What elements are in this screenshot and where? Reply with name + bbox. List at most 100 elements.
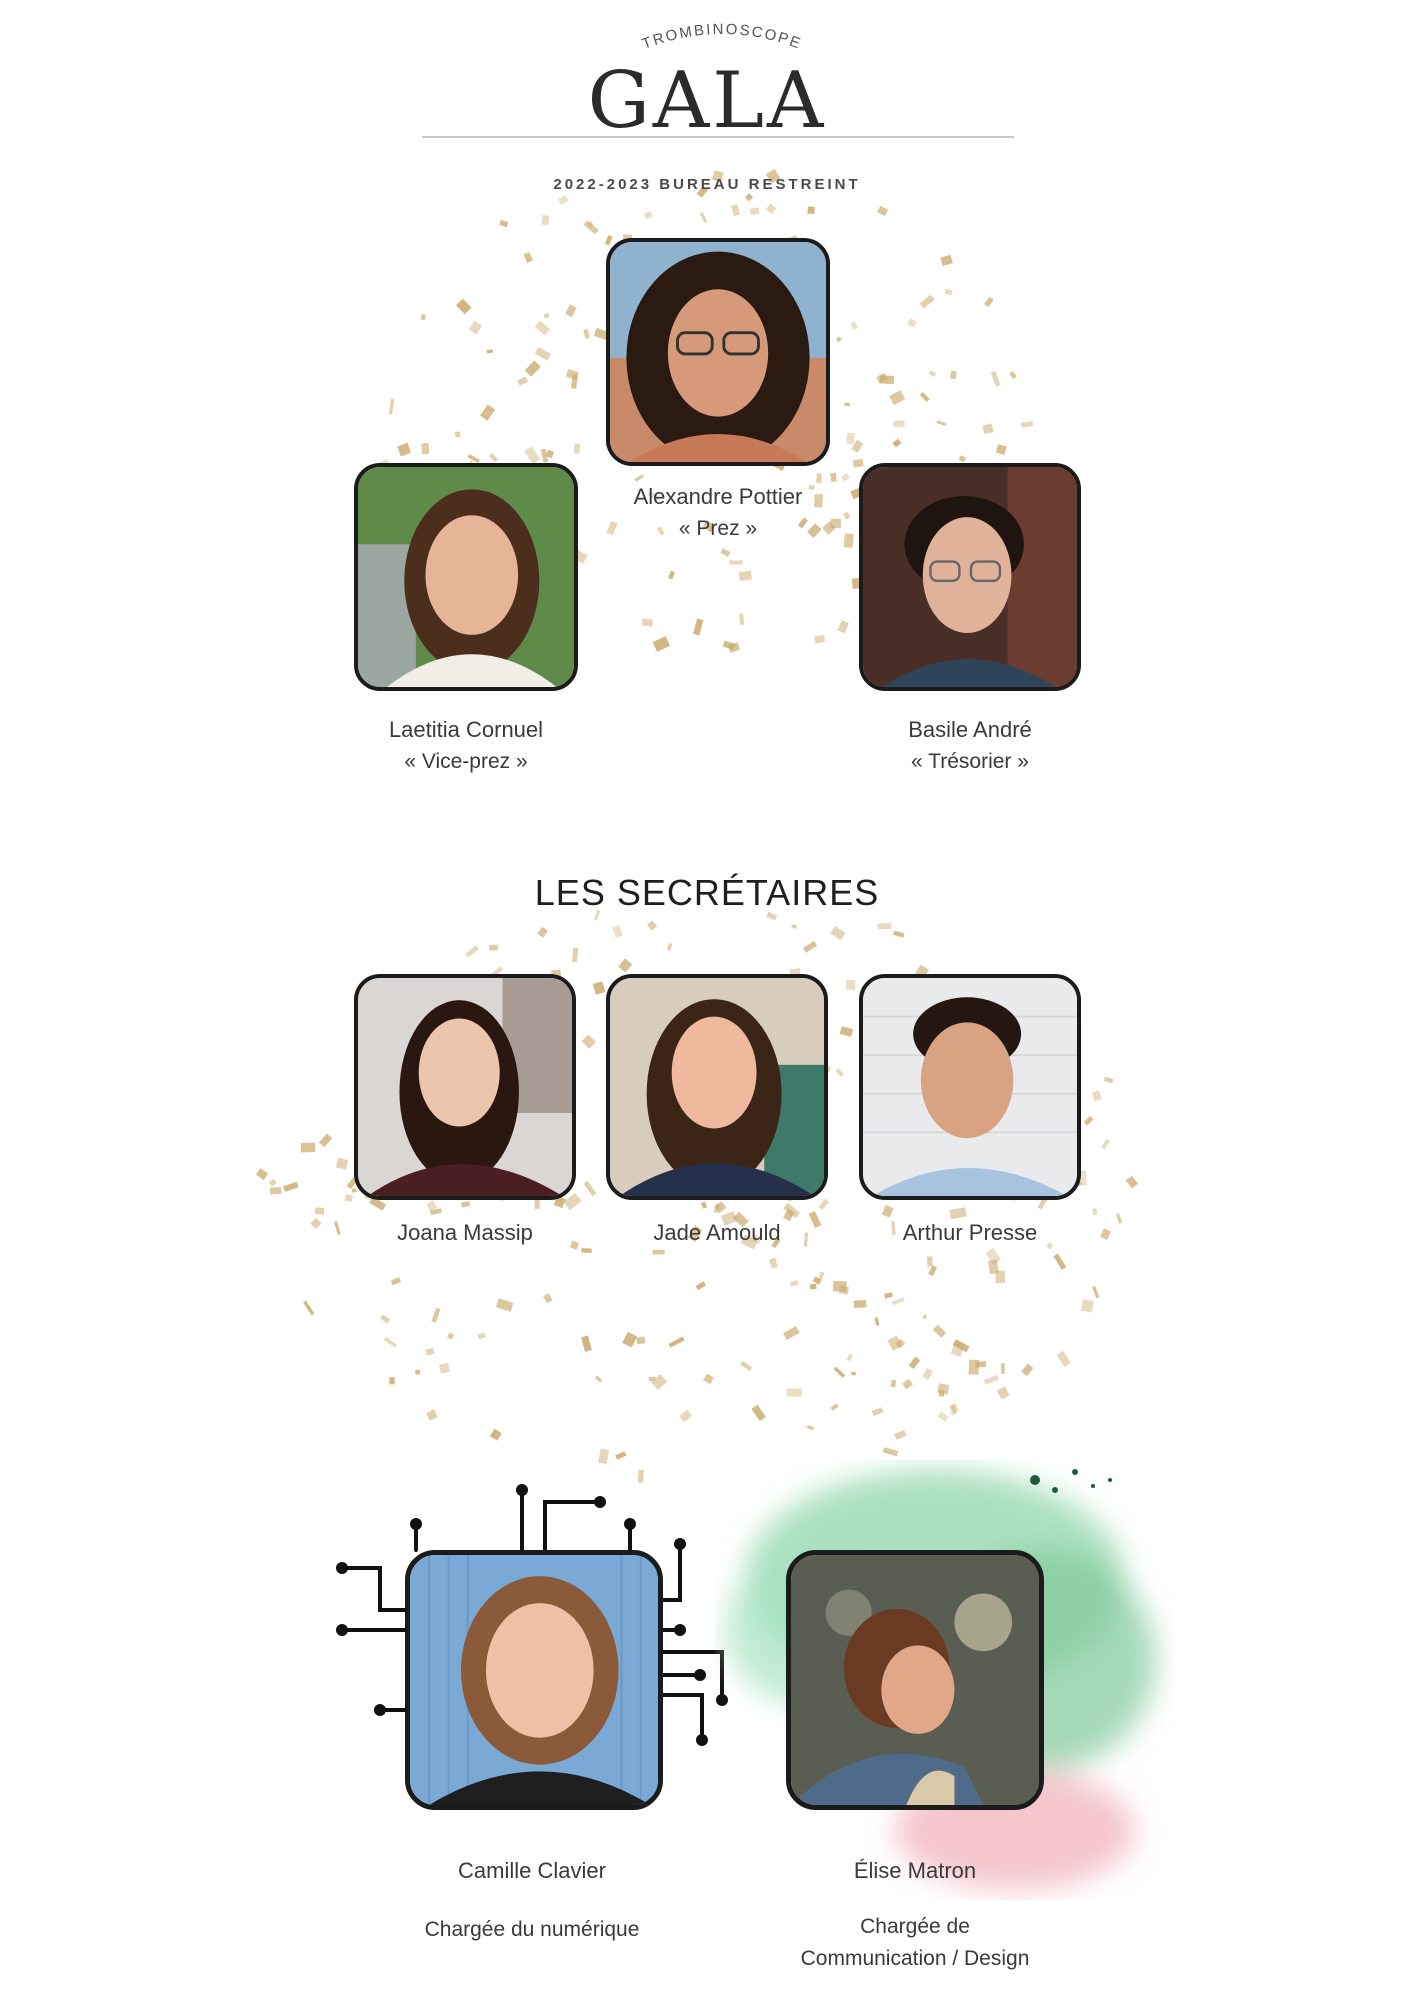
confetti-piece xyxy=(541,215,550,226)
circuit-decoration xyxy=(336,1484,728,1746)
confetti-piece xyxy=(835,336,842,343)
confetti-piece xyxy=(879,375,895,385)
confetti-piece xyxy=(850,321,859,330)
member-role: « Trésorier » xyxy=(911,750,1029,773)
confetti-piece xyxy=(426,1200,438,1212)
confetti-piece xyxy=(908,1356,921,1370)
confetti-piece xyxy=(593,909,601,921)
confetti-piece xyxy=(563,1192,582,1211)
confetti-piece xyxy=(838,1285,850,1295)
confetti-piece xyxy=(730,204,741,217)
confetti-piece xyxy=(892,438,902,448)
confetti-piece xyxy=(1101,1138,1110,1150)
confetti-piece xyxy=(1056,1350,1071,1368)
confetti-piece xyxy=(643,211,653,220)
confetti-piece xyxy=(699,212,708,224)
confetti-piece xyxy=(950,1403,959,1414)
confetti-piece xyxy=(315,1207,325,1215)
member-name: Arthur Presse xyxy=(902,1220,1038,1245)
confetti-piece xyxy=(1080,1299,1094,1313)
confetti-piece xyxy=(889,390,906,406)
confetti-piece xyxy=(711,170,724,183)
confetti-piece xyxy=(830,518,842,529)
confetti-piece xyxy=(922,1368,934,1381)
confetti-piece xyxy=(894,1430,907,1440)
confetti-piece xyxy=(534,320,551,336)
confetti-piece xyxy=(919,294,935,309)
confetti-piece xyxy=(766,911,778,921)
confetti-piece xyxy=(477,1332,486,1340)
member-name: Alexandre Pottier xyxy=(633,484,803,509)
confetti-piece xyxy=(268,1178,277,1187)
confetti-piece xyxy=(666,942,673,951)
photo-joana-massip xyxy=(354,974,576,1200)
confetti-piece xyxy=(598,1448,610,1465)
confetti-piece xyxy=(816,473,822,484)
confetti-piece xyxy=(540,448,549,463)
confetti-piece xyxy=(524,446,541,465)
confetti-piece xyxy=(839,1026,854,1037)
confetti-piece xyxy=(949,1404,957,1416)
photo-arthur-presse xyxy=(859,974,1081,1200)
confetti-piece xyxy=(803,1232,809,1247)
confetti-piece xyxy=(807,523,822,538)
confetti-piece xyxy=(944,288,953,296)
confetti-piece xyxy=(797,517,809,529)
confetti-piece xyxy=(447,1332,455,1340)
page-title: GALA xyxy=(587,56,827,146)
confetti-piece xyxy=(871,1407,884,1417)
kicker-text: TROMBINOSCOPE xyxy=(640,21,805,53)
confetti-piece xyxy=(592,981,606,995)
member-role: « Prez » xyxy=(678,517,758,540)
confetti-piece xyxy=(907,318,917,328)
confetti-piece xyxy=(806,1424,815,1431)
confetti-piece xyxy=(570,374,578,389)
page-subtitle: 2022-2023 BUREAU RESTREINT xyxy=(553,176,861,193)
confetti-piece xyxy=(415,1369,421,1375)
title-divider xyxy=(422,136,1014,138)
confetti-piece xyxy=(557,195,569,205)
confetti-piece xyxy=(722,640,736,650)
confetti-piece xyxy=(891,1297,905,1306)
confetti-piece xyxy=(1046,1242,1054,1250)
confetti-piece xyxy=(835,1068,845,1077)
confetti-piece xyxy=(581,1034,597,1049)
confetti-piece xyxy=(618,958,633,973)
confetti-piece xyxy=(808,484,815,491)
confetti-piece xyxy=(573,443,580,454)
confetti-piece xyxy=(842,511,851,520)
confetti-piece xyxy=(489,944,498,951)
confetti-piece xyxy=(467,453,480,464)
confetti-piece xyxy=(949,1207,967,1220)
confetti-piece xyxy=(830,925,846,941)
confetti-piece xyxy=(812,1276,821,1285)
confetti-piece xyxy=(283,1181,299,1192)
confetti-piece xyxy=(545,449,554,459)
confetti-piece xyxy=(985,1247,1002,1265)
confetti-piece xyxy=(729,560,743,565)
confetti-piece xyxy=(604,235,613,246)
confetti-piece xyxy=(668,570,675,580)
confetti-piece xyxy=(919,392,930,403)
confetti-piece xyxy=(884,1292,893,1299)
confetti-piece xyxy=(565,304,577,318)
photo-camille-clavier xyxy=(405,1550,663,1810)
confetti-piece xyxy=(455,298,472,315)
confetti-piece xyxy=(881,1204,894,1218)
confetti-piece xyxy=(581,1335,592,1352)
confetti-piece xyxy=(380,1314,391,1324)
confetti-piece xyxy=(928,370,937,377)
confetti-piece xyxy=(853,1299,867,1309)
member-role-line2: Communication / Design xyxy=(800,1947,1030,1970)
confetti-piece xyxy=(523,251,533,263)
confetti-piece xyxy=(351,1188,357,1193)
confetti-piece xyxy=(744,193,754,202)
confetti-piece xyxy=(739,613,745,626)
confetti-piece xyxy=(1103,1076,1114,1084)
member-name: Laetitia Cornuel xyxy=(388,717,544,742)
confetti-piece xyxy=(615,1451,627,1460)
confetti-piece xyxy=(732,1211,749,1228)
photo-laetitia-cornuel xyxy=(354,463,578,691)
confetti-piece xyxy=(816,1271,825,1286)
confetti-piece xyxy=(982,423,994,435)
